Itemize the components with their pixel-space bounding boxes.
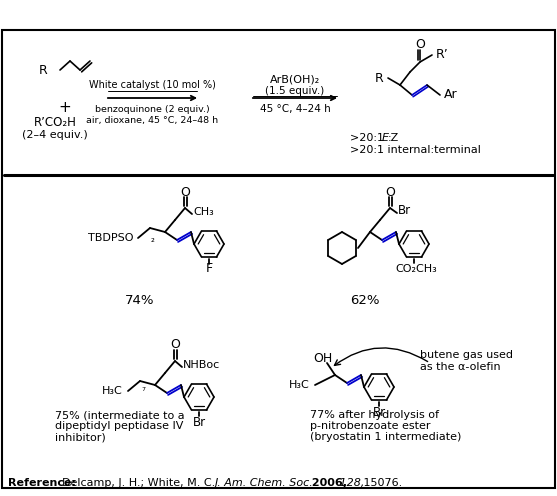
Text: (bryostatin 1 intermediate): (bryostatin 1 intermediate) [310,432,461,442]
Text: >20:1: >20:1 [350,133,388,143]
Text: as the α-olefin: as the α-olefin [420,362,501,372]
Text: TBDPSO: TBDPSO [87,233,133,243]
Text: 75% (intermediate to a: 75% (intermediate to a [55,410,184,420]
Text: CO₂CH₃: CO₂CH₃ [395,264,437,274]
Text: OH: OH [314,352,333,365]
Text: ArB(OH)₂: ArB(OH)₂ [270,75,320,85]
Text: R’CO₂H: R’CO₂H [33,116,76,128]
Text: O: O [170,338,180,352]
Text: NHBoc: NHBoc [183,360,220,370]
Text: air, dioxane, 45 °C, 24–48 h: air, dioxane, 45 °C, 24–48 h [86,116,218,124]
Text: benzoquinone (2 equiv.): benzoquinone (2 equiv.) [95,105,209,114]
Text: CH₃: CH₃ [193,207,214,217]
Text: +: + [58,101,71,116]
Text: dipeptidyl peptidase IV: dipeptidyl peptidase IV [55,421,183,431]
Text: 45 °C, 4–24 h: 45 °C, 4–24 h [260,104,330,114]
Text: 2006,: 2006, [308,478,347,488]
Text: E: E [382,133,389,143]
Text: ₂: ₂ [151,234,155,244]
Text: R: R [374,71,383,84]
Text: Br: Br [398,204,411,218]
Text: White catalyst (10 mol %): White catalyst (10 mol %) [89,80,216,90]
Text: Reference:: Reference: [8,478,76,488]
Text: (1.5 equiv.): (1.5 equiv.) [265,86,325,96]
Text: :Z: :Z [388,133,399,143]
Text: F: F [206,262,213,275]
Text: O: O [385,186,395,198]
Text: Br: Br [192,416,206,429]
Text: butene gas used: butene gas used [420,350,513,360]
Text: 62%: 62% [350,294,380,307]
Text: 128,: 128, [336,478,364,488]
Text: 74%: 74% [125,294,155,307]
Text: O: O [415,38,425,51]
Text: Br: Br [373,406,385,419]
Text: p-nitrobenzoate ester: p-nitrobenzoate ester [310,421,431,431]
Text: ⁷: ⁷ [141,387,145,397]
Text: H₃C: H₃C [289,380,310,390]
Text: 15076.: 15076. [360,478,402,488]
Text: Delcamp, J. H.; White, M. C.: Delcamp, J. H.; White, M. C. [62,478,219,488]
Text: R’: R’ [436,49,449,62]
Text: >20:1 internal:terminal: >20:1 internal:terminal [350,145,481,155]
Text: Ar: Ar [444,88,458,102]
Text: J. Am. Chem. Soc.: J. Am. Chem. Soc. [215,478,314,488]
Text: R: R [39,63,48,76]
Text: inhibitor): inhibitor) [55,432,106,442]
Text: 77% after hydrolysis of: 77% after hydrolysis of [310,410,439,420]
Text: H₃C: H₃C [102,386,123,396]
Text: (2–4 equiv.): (2–4 equiv.) [22,130,88,140]
Text: O: O [180,186,190,198]
